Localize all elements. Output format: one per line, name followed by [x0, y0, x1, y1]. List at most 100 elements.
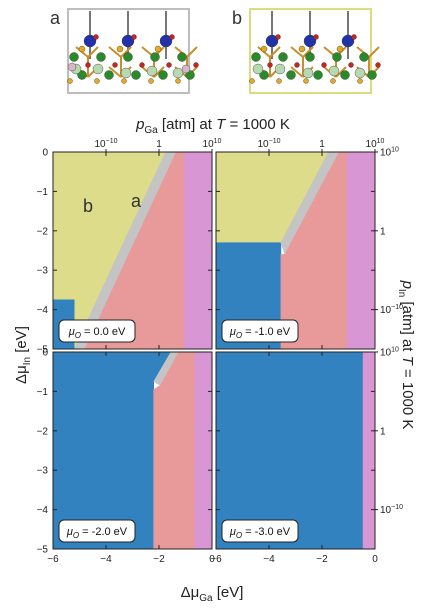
oxygen-atom [294, 62, 300, 68]
oxygen-atom [330, 78, 336, 84]
oxygen-atom [336, 45, 344, 53]
light-atom [302, 67, 314, 79]
y-tick-label-p3: 0 [42, 348, 48, 359]
oxygen-atom [112, 62, 118, 68]
oxygen-atom [298, 45, 306, 53]
indium-atom [303, 34, 317, 48]
top-pressure-tick-p2: 1010 [366, 138, 385, 150]
muO-label-box-p4 [221, 519, 299, 543]
oxygen-atom [148, 78, 154, 84]
inset-structure-b: b [232, 8, 381, 94]
phase-panel-4: −6 −4 −2 0 1010 1 10−10 μO = -3.0 eV [210, 347, 403, 566]
gallium-atom [69, 52, 79, 62]
right-pressure-tick-p4: 10−10 [380, 504, 403, 516]
oxygen-atom [121, 78, 127, 84]
top-axis-label: pGa [atm] at T = 1000 K [135, 116, 290, 136]
x-tick-label-p3: −4 [100, 554, 112, 565]
oxygen-atom [116, 45, 124, 53]
gallium-atom [104, 70, 114, 80]
oxygen-atom [94, 78, 100, 84]
y-tick-label-p1: −2 [37, 226, 49, 237]
panel-frame-p1 [52, 151, 213, 350]
light-atom [354, 67, 366, 79]
oxygen-atom [313, 34, 319, 40]
y-tick-label-p1: 0 [42, 148, 48, 159]
gallium-atom [131, 70, 141, 80]
gallium-atom [278, 52, 288, 62]
y-tick-label-p1: −4 [37, 305, 49, 316]
oxygen-atom [169, 34, 175, 40]
top-pressure-tick-p1: 1 [156, 139, 162, 150]
oxygen-atom [166, 62, 172, 68]
x-tick-label-p4: −4 [263, 554, 275, 565]
phase-region-blue-p4 [215, 351, 364, 550]
inset-label-a: a [50, 8, 61, 28]
gallium-atom [359, 52, 369, 62]
oxygen-atom [267, 62, 273, 68]
light-atom [274, 63, 286, 75]
gallium-atom [150, 52, 160, 62]
oxygen-atom [276, 78, 282, 84]
gallium-atom [305, 52, 315, 62]
indium-atom [121, 34, 135, 48]
right-pressure-tick-p2: 1010 [380, 147, 399, 159]
oxygen-atom [348, 62, 354, 68]
panel-frame-p2 [215, 151, 376, 350]
light-atom [146, 65, 158, 77]
gallium-atom [251, 52, 261, 62]
oxygen-atom [375, 62, 381, 68]
y-tick-label-p1: −3 [37, 266, 49, 277]
oxygen-atom [175, 78, 181, 84]
y-tick-label-p3: −2 [37, 426, 49, 437]
oxygen-atom [275, 34, 281, 40]
phase-panel-1: 0 −1 −2 −3 −4 −5 10−10 1 1010 μO = 0.0 eV b a [37, 138, 222, 356]
gallium-atom [313, 70, 323, 80]
oxygen-atom [139, 62, 145, 68]
muO-label-p1: μO = 0.0 eV [68, 326, 126, 340]
panel-frame-p3 [52, 351, 213, 550]
gallium-atom [367, 70, 377, 80]
phase-region-pink-p4 [362, 351, 376, 550]
muO-label-p4: μO = -3.0 eV [229, 526, 291, 540]
gallium-atom [259, 70, 269, 80]
light-atom [181, 64, 191, 74]
region-label-b: b [83, 196, 93, 216]
y-tick-label-p3: −5 [37, 545, 49, 556]
light-atom [328, 65, 340, 77]
phase-region-pink-p3 [194, 351, 213, 550]
phase-region-blue-p3 [52, 351, 172, 550]
region-label-a: a [131, 191, 142, 211]
x-tick-label-p3: 0 [209, 554, 215, 565]
right-pressure-tick-p4: 1 [380, 426, 386, 437]
top-pressure-tick-p1: 1010 [203, 138, 222, 150]
left-axis-label: ΔμIn [eV] [13, 326, 33, 384]
oxygen-atom [357, 78, 363, 84]
oxygen-atom [249, 78, 255, 84]
muO-label-p3: μO = -2.0 eV [66, 526, 128, 540]
x-tick-label-p4: −2 [316, 554, 328, 565]
y-tick-label-p3: −1 [37, 387, 49, 398]
y-tick-label-p3: −4 [37, 505, 49, 516]
gallium-atom [177, 52, 187, 62]
oxygen-atom [93, 34, 99, 40]
light-atom [92, 63, 104, 75]
right-axis-label: pIn [atm] at T = 1000 K [396, 280, 416, 430]
oxygen-atom [321, 62, 327, 68]
bottom-axis-label: ΔμGa [eV] [181, 584, 244, 604]
inset-label-b: b [232, 8, 242, 28]
y-tick-label-p1: −1 [37, 187, 49, 198]
muO-label-box-p1 [58, 319, 136, 343]
gallium-atom [96, 52, 106, 62]
light-atom [172, 67, 184, 79]
light-atom [120, 67, 132, 79]
phase-region-pink-p2 [346, 151, 376, 350]
y-tick-label-p3: −3 [37, 466, 49, 477]
indium-atom [83, 34, 97, 48]
indium-atom [159, 34, 173, 48]
oxygen-atom [303, 78, 309, 84]
muO-label-box-p3 [58, 519, 136, 543]
phase-panel-3: 0−1−2−3−4−5−6 −4 −2 0μO = -2.0 eV [37, 348, 216, 566]
gallium-atom [158, 70, 168, 80]
